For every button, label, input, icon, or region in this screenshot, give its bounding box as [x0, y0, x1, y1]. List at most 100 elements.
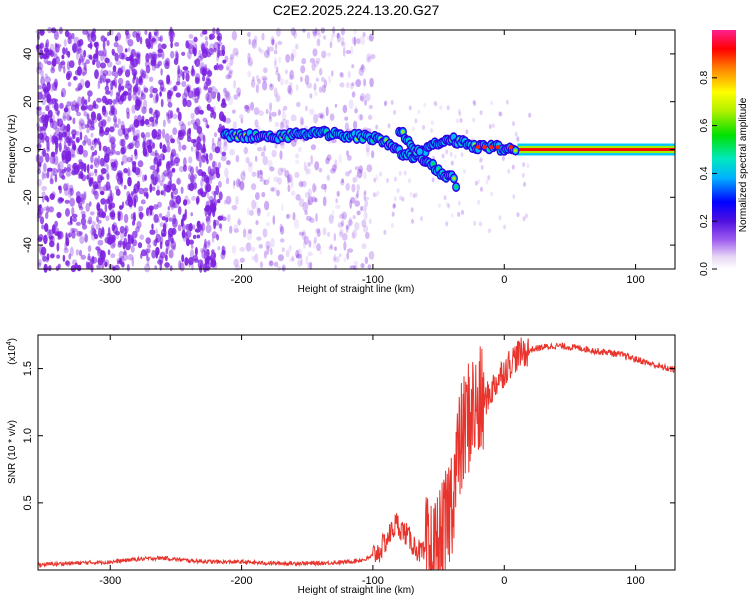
noise-speckle — [115, 151, 121, 156]
signal-branch-point — [417, 148, 423, 156]
noise-speckle — [281, 112, 287, 121]
noise-speckle — [91, 102, 96, 108]
noise-speckle — [117, 210, 122, 217]
noise-speckle — [78, 202, 83, 209]
noise-speckle — [151, 129, 158, 139]
noise-speckle — [212, 27, 216, 35]
noise-speckle — [312, 30, 317, 39]
noise-speckle — [125, 199, 131, 206]
noise-speckle — [155, 189, 161, 196]
noise-speckle — [205, 215, 210, 222]
noise-speckle — [507, 168, 511, 174]
noise-speckle — [231, 245, 237, 254]
noise-speckle — [169, 265, 173, 272]
noise-speckle — [100, 62, 106, 69]
noise-speckle — [160, 190, 164, 196]
noise-speckle — [353, 36, 357, 47]
noise-speckle — [155, 30, 159, 38]
noise-speckle — [61, 154, 64, 161]
noise-speckle — [167, 101, 173, 108]
noise-speckle — [315, 228, 321, 234]
noise-speckle — [50, 253, 55, 259]
noise-speckle — [110, 142, 116, 150]
noise-speckle — [326, 52, 331, 57]
noise-speckle — [252, 40, 256, 47]
noise-speckle — [167, 170, 173, 180]
noise-speckle — [284, 170, 290, 178]
noise-speckle — [90, 155, 94, 164]
noise-speckle — [190, 244, 194, 249]
noise-speckle — [221, 98, 226, 106]
noise-speckle — [144, 263, 151, 273]
noise-speckle — [146, 207, 149, 217]
signal-hotspot — [482, 145, 487, 150]
noise-speckle — [218, 191, 223, 201]
noise-speckle — [153, 31, 157, 36]
noise-speckle — [291, 48, 297, 59]
noise-speckle — [460, 152, 464, 158]
y-tick-label: -20 — [22, 189, 34, 205]
noise-speckle — [235, 178, 241, 188]
noise-speckle — [167, 206, 170, 211]
noise-speckle — [109, 126, 115, 133]
noise-speckle — [375, 124, 379, 130]
noise-speckle — [232, 121, 237, 131]
noise-speckle — [259, 49, 264, 54]
noise-speckle — [112, 242, 116, 248]
noise-speckle — [60, 87, 67, 98]
noise-speckle — [224, 90, 230, 98]
noise-speckle — [38, 61, 42, 66]
noise-speckle — [311, 62, 316, 71]
noise-speckle — [36, 65, 42, 75]
noise-speckle — [43, 44, 48, 54]
noise-speckle — [94, 190, 99, 200]
noise-speckle — [46, 60, 52, 66]
noise-speckle — [43, 162, 47, 173]
noise-speckle — [151, 249, 156, 259]
noise-speckle — [62, 112, 67, 119]
noise-speckle — [104, 153, 110, 163]
noise-speckle — [67, 36, 73, 45]
noise-speckle — [257, 207, 261, 214]
noise-speckle — [271, 149, 277, 158]
spectrogram-y-ticks: -40 -20 0 20 40 — [22, 48, 675, 253]
noise-speckle — [54, 155, 59, 166]
noise-speckle — [126, 144, 133, 150]
noise-speckle — [126, 169, 132, 177]
noise-speckle — [217, 92, 221, 102]
noise-speckle — [85, 104, 89, 110]
noise-speckle — [312, 48, 318, 57]
noise-speckle — [279, 223, 283, 233]
noise-speckle — [49, 240, 55, 248]
noise-speckle — [251, 171, 257, 177]
noise-speckle — [302, 240, 307, 249]
noise-speckle — [55, 109, 61, 116]
noise-speckle — [289, 257, 295, 263]
noise-speckle — [97, 211, 101, 217]
noise-speckle — [329, 113, 335, 121]
noise-speckle — [446, 202, 450, 208]
noise-speckle — [81, 96, 85, 106]
noise-speckle — [182, 98, 187, 107]
noise-speckle — [473, 101, 477, 107]
noise-speckle — [233, 79, 237, 89]
noise-speckle — [366, 147, 370, 157]
noise-speckle — [345, 50, 352, 54]
noise-speckle — [48, 206, 54, 213]
noise-speckle — [90, 146, 95, 151]
noise-speckle — [323, 35, 327, 40]
noise-speckle — [143, 140, 148, 145]
noise-speckle — [393, 203, 396, 209]
noise-speckle — [117, 170, 123, 178]
noise-speckle — [117, 128, 124, 137]
noise-speckle — [346, 150, 349, 157]
noise-speckle — [209, 152, 213, 161]
noise-speckle — [171, 228, 175, 235]
noise-speckle — [37, 138, 43, 144]
noise-speckle — [156, 251, 159, 256]
noise-speckle — [488, 124, 492, 129]
noise-speckle — [329, 41, 333, 49]
noise-speckle — [277, 167, 284, 176]
svg-text:(x104): (x104) — [6, 338, 18, 365]
noise-speckle — [430, 120, 434, 126]
